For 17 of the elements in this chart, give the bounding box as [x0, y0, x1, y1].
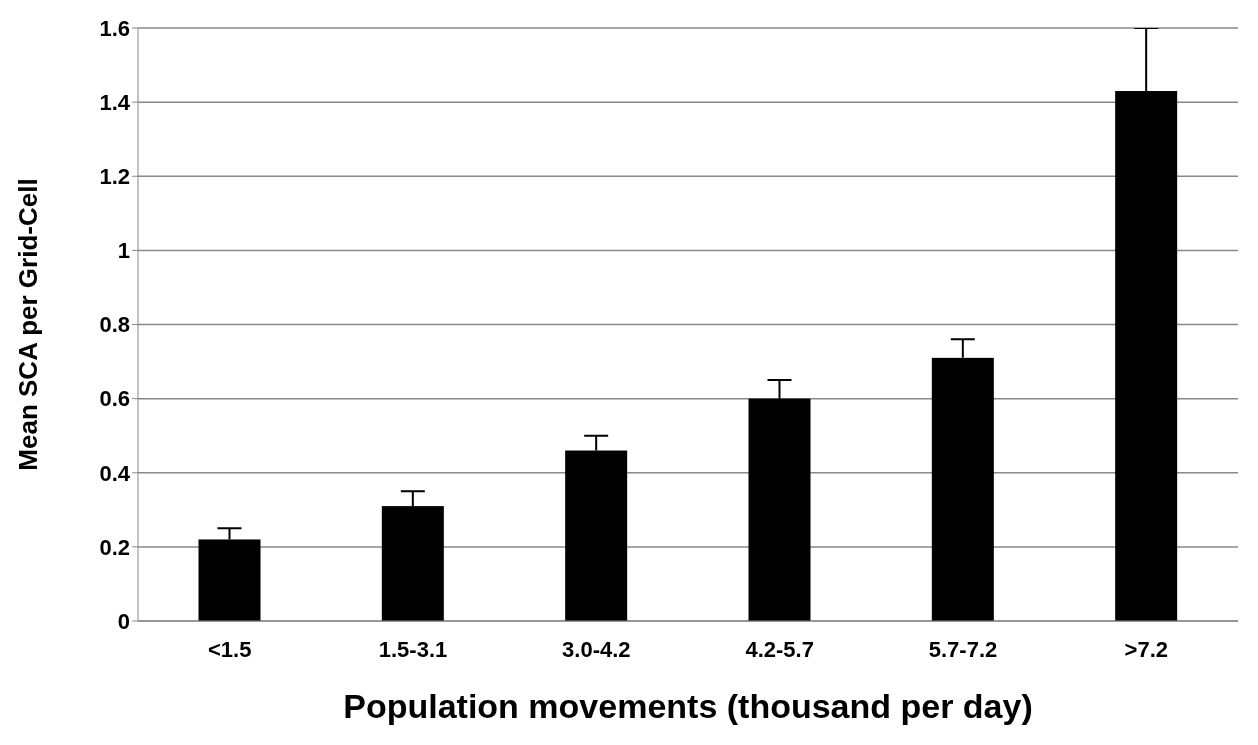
x-tick-label: 4.2-5.7	[745, 636, 814, 662]
x-axis-title: Population movements (thousand per day)	[343, 687, 1033, 725]
y-tick-label: 1.2	[99, 164, 130, 190]
x-tick-label: >7.2	[1124, 636, 1169, 662]
y-tick-label: 1.6	[99, 15, 130, 41]
y-tick-label: 0.2	[99, 534, 130, 560]
y-axis-title: Mean SCA per Grid-Cell	[13, 178, 44, 471]
y-tick-label: 0.8	[99, 312, 130, 338]
y-tick-label: 1	[117, 238, 130, 264]
x-tick-label: 3.0-4.2	[562, 636, 631, 662]
x-tick-label: 5.7-7.2	[928, 636, 998, 662]
y-tick-label: 1.4	[99, 89, 131, 115]
x-tick-label: <1.5	[207, 636, 252, 662]
y-tick-label: 0.6	[99, 386, 130, 412]
x-tick-label: 1.5-3.1	[378, 636, 448, 662]
y-tick-label: 0	[117, 608, 130, 634]
y-tick-label: 0.4	[99, 460, 131, 486]
